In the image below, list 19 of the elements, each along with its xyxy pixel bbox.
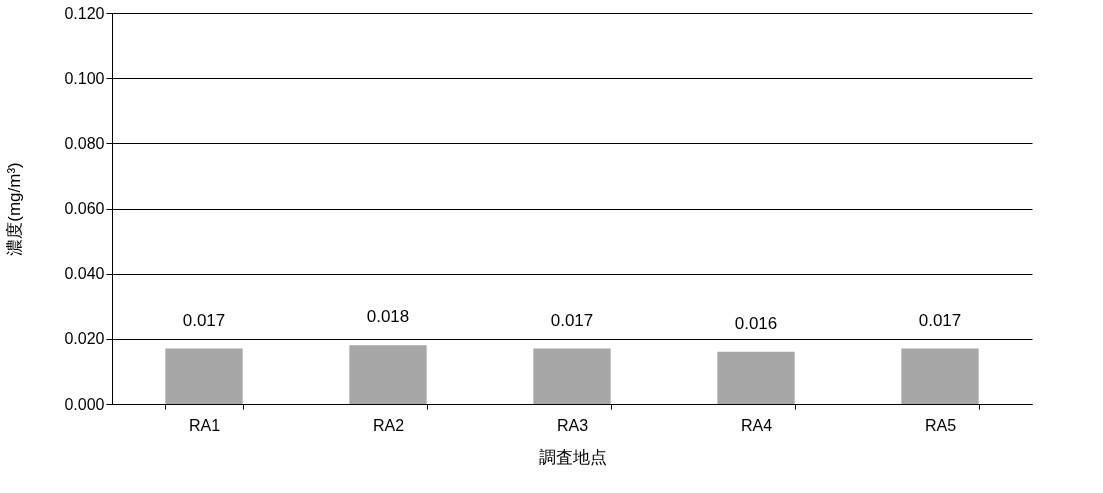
- y-axis-title: 濃度(mg/m³): [5, 162, 25, 256]
- x-tick-label: RA2: [372, 416, 405, 434]
- data-label: 0.017: [550, 310, 594, 330]
- y-tick-label: 0.080: [64, 134, 105, 152]
- x-tick-label: RA1: [188, 416, 221, 434]
- data-label: 0.018: [366, 307, 410, 327]
- x-tick-label: RA4: [740, 416, 773, 434]
- y-tick-label: 0.100: [64, 69, 105, 87]
- x-tick-label: RA3: [556, 416, 589, 434]
- data-label: 0.017: [182, 310, 226, 330]
- x-axis-title: 調査地点: [538, 447, 607, 467]
- y-tick-label: 0.000: [64, 395, 105, 413]
- data-label: 0.017: [918, 310, 962, 330]
- y-tick-label: 0.120: [64, 4, 105, 22]
- y-tick-label: 0.060: [64, 200, 105, 217]
- y-tick-label: 0.020: [64, 330, 105, 348]
- x-tick-label: RA5: [924, 416, 957, 434]
- y-tick-label: 0.040: [64, 265, 105, 283]
- data-label: 0.016: [734, 313, 778, 333]
